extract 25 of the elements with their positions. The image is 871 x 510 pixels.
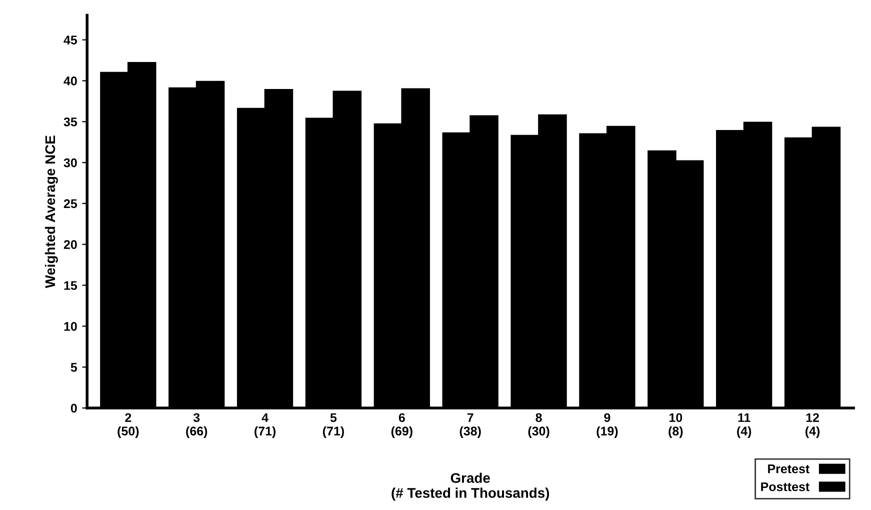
x-tick-label: 7 (38) <box>460 413 481 438</box>
x-tick-label: 11 (4) <box>737 413 752 438</box>
x-tick-label: 2 (50) <box>118 413 139 438</box>
x-tick-label: 8 (30) <box>528 413 550 438</box>
y-tick-label: 35 <box>64 117 78 126</box>
y-tick-label: 15 <box>64 281 78 290</box>
x-tick-label: 4 (71) <box>254 413 276 438</box>
x-tick-label: 9 (19) <box>596 413 618 438</box>
x-tick-label: 10 (8) <box>668 413 683 438</box>
y-tick-label: 45 <box>64 36 78 44</box>
legend-label: Posttest <box>761 482 810 492</box>
x-tick-label: 12 (4) <box>806 413 820 438</box>
y-tick-label: 25 <box>64 199 78 208</box>
x-axis-title: Grade (# Tested in Thousands) <box>392 472 550 501</box>
y-tick-label: 40 <box>64 76 77 86</box>
y-tick-label: 30 <box>64 158 77 168</box>
y-tick-label: 20 <box>64 240 77 250</box>
y-tick-label: 0 <box>70 404 77 413</box>
x-tick-label: 3 (66) <box>186 413 208 438</box>
x-tick-label: 5 (71) <box>322 413 344 438</box>
x-tick-label: 6 (69) <box>391 413 412 438</box>
y-tick-label: 5 <box>70 363 78 372</box>
y-axis-title: Weighted Average NCE <box>44 136 58 288</box>
y-tick-label: 10 <box>64 322 77 331</box>
legend-label: Pretest <box>768 464 810 474</box>
